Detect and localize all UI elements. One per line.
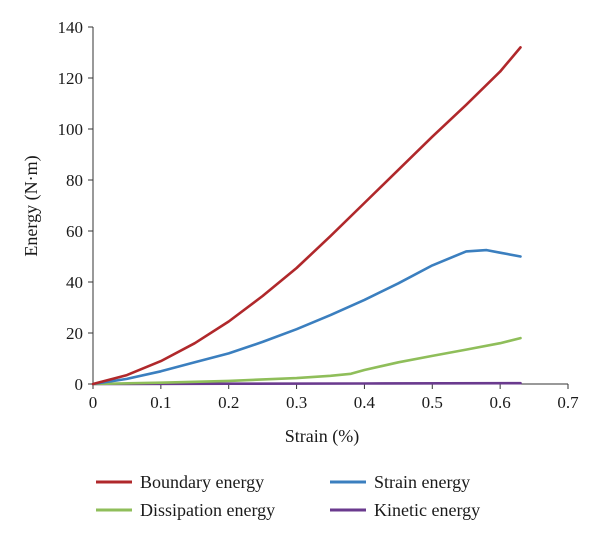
y-tick-label: 0 — [75, 375, 84, 394]
legend: Boundary energy Strain energy Dissipation … — [96, 472, 480, 520]
legend-label: Boundary energy — [140, 472, 264, 492]
x-tick-label: 0 — [89, 393, 98, 412]
series-layer — [91, 46, 522, 386]
x-tick-label: 0.6 — [490, 393, 511, 412]
y-tick-label: 40 — [66, 273, 83, 292]
y-tick-label: 120 — [58, 69, 84, 88]
legend-label: Dissipation energy — [140, 500, 275, 520]
series-line-dissipation-energy — [91, 336, 522, 386]
x-tick-label: 0.7 — [557, 393, 579, 412]
legend-label: Strain energy — [374, 472, 470, 492]
y-tick-label: 60 — [66, 222, 83, 241]
y-tick-label: 80 — [66, 171, 83, 190]
legend-item-dissipation-energy: Dissipation energy — [96, 500, 275, 520]
x-axis-title: Strain (%) — [285, 426, 359, 447]
y-tick-label: 140 — [58, 18, 84, 37]
y-tick-label: 100 — [58, 120, 84, 139]
legend-item-strain-energy: Strain energy — [330, 472, 470, 492]
x-tick-label: 0.1 — [150, 393, 171, 412]
x-tick-label: 0.2 — [218, 393, 239, 412]
series-line-boundary-energy — [91, 46, 522, 386]
legend-item-boundary-energy: Boundary energy — [96, 472, 264, 492]
axes: 0 20 40 60 80 100 120 140 0 0.1 0.2 0.3 0.4 0.5 0.6 0.7 — [58, 18, 580, 412]
legend-item-kinetic-energy: Kinetic energy — [330, 500, 480, 520]
x-tick-label: 0.3 — [286, 393, 307, 412]
x-tick-label: 0.4 — [354, 393, 376, 412]
x-tick-label: 0.5 — [422, 393, 443, 412]
y-axis-title: Energy (N·m) — [21, 155, 42, 256]
y-tick-label: 20 — [66, 324, 83, 343]
series-line-strain-energy — [91, 248, 522, 386]
legend-label: Kinetic energy — [374, 500, 480, 520]
